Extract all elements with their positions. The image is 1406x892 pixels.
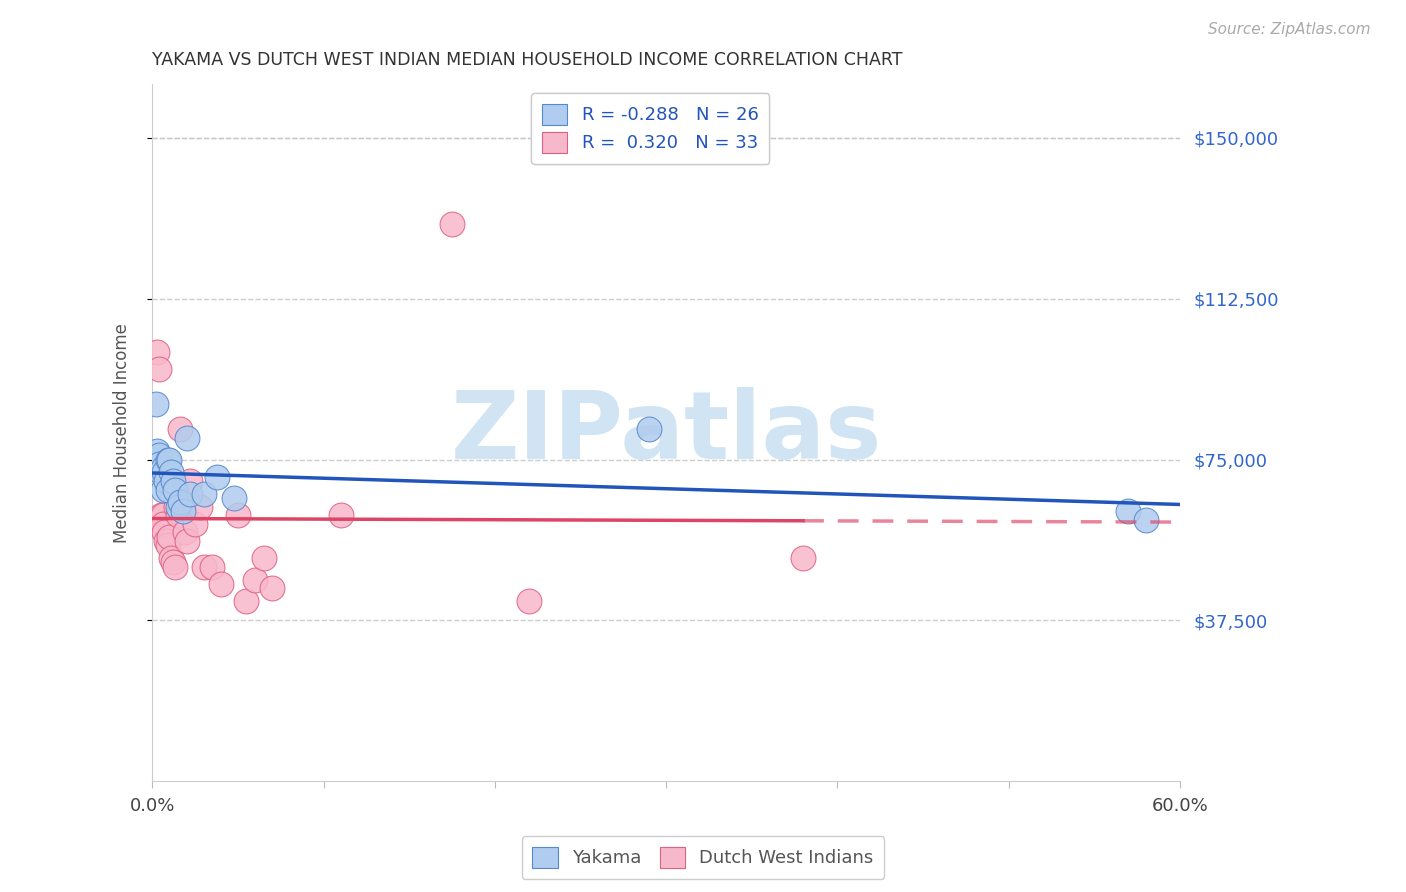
Point	[165, 500, 187, 514]
Point	[156, 483, 179, 497]
Point	[148, 457, 170, 471]
Point	[160, 551, 183, 566]
Point	[172, 500, 194, 514]
Point	[146, 444, 169, 458]
Point	[201, 559, 224, 574]
Point	[262, 581, 284, 595]
Point	[145, 397, 167, 411]
Point	[517, 594, 540, 608]
Point	[179, 474, 201, 488]
Point	[146, 345, 169, 359]
Point	[148, 362, 170, 376]
Point	[169, 422, 191, 436]
Point	[157, 530, 180, 544]
Point	[163, 559, 186, 574]
Point	[226, 508, 249, 523]
Point	[149, 508, 172, 523]
Point	[173, 525, 195, 540]
Point	[188, 500, 211, 514]
Point	[235, 594, 257, 608]
Text: Source: ZipAtlas.com: Source: ZipAtlas.com	[1208, 22, 1371, 37]
Point	[193, 559, 215, 574]
Point	[153, 466, 176, 480]
Point	[148, 448, 170, 462]
Point	[207, 469, 229, 483]
Point	[153, 525, 176, 540]
Y-axis label: Median Household Income: Median Household Income	[114, 323, 131, 542]
Point	[193, 487, 215, 501]
Point	[1135, 512, 1157, 526]
Point	[209, 577, 232, 591]
Point	[167, 508, 190, 523]
Point	[440, 217, 463, 231]
Point	[157, 452, 180, 467]
Point	[176, 534, 198, 549]
Point	[155, 474, 177, 488]
Point	[160, 466, 183, 480]
Point	[163, 483, 186, 497]
Point	[224, 491, 246, 505]
Point	[184, 516, 207, 531]
Point	[1118, 504, 1140, 518]
Point	[149, 466, 172, 480]
Point	[792, 551, 814, 566]
Legend: Yakama, Dutch West Indians: Yakama, Dutch West Indians	[522, 836, 884, 879]
Point	[329, 508, 352, 523]
Point	[155, 534, 177, 549]
Text: YAKAMA VS DUTCH WEST INDIAN MEDIAN HOUSEHOLD INCOME CORRELATION CHART: YAKAMA VS DUTCH WEST INDIAN MEDIAN HOUSE…	[152, 51, 903, 69]
Point	[152, 516, 174, 531]
Point	[152, 483, 174, 497]
Legend: R = -0.288   N = 26, R =  0.320   N = 33: R = -0.288 N = 26, R = 0.320 N = 33	[531, 93, 769, 164]
Text: ZIPatlas: ZIPatlas	[450, 387, 882, 479]
Point	[176, 431, 198, 445]
Point	[172, 504, 194, 518]
Point	[638, 422, 661, 436]
Point	[179, 487, 201, 501]
Point	[243, 573, 266, 587]
Point	[162, 556, 184, 570]
Point	[156, 452, 179, 467]
Point	[152, 461, 174, 475]
Point	[167, 500, 190, 514]
Point	[162, 474, 184, 488]
Point	[169, 495, 191, 509]
Point	[252, 551, 274, 566]
Point	[152, 508, 174, 523]
Point	[156, 538, 179, 552]
